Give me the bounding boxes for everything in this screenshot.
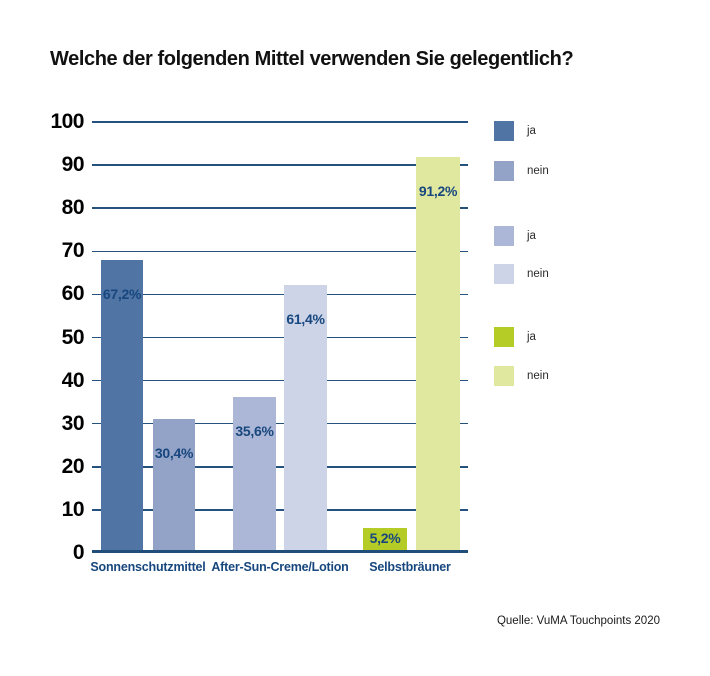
xtick-label-2: Selbstbräuner: [369, 560, 451, 574]
legend-swatch-icon: [494, 121, 514, 141]
gridline-30: [92, 422, 468, 425]
legend-swatch-icon: [494, 264, 514, 284]
gridline-60: [92, 293, 468, 296]
legend-swatch-icon: [494, 327, 514, 347]
bar-value-label: 30,4%: [154, 444, 194, 461]
gridline-10: [92, 509, 468, 511]
gridline-90: [92, 164, 468, 166]
bar-value-label: 67,2%: [102, 286, 142, 303]
ytick-label-80: 80: [61, 196, 85, 220]
xtick-label-1: After-Sun-Creme/Lotion: [211, 560, 349, 574]
legend-item-5: nein: [494, 366, 549, 386]
ytick-label-60: 60: [61, 282, 85, 306]
legend-item-0: ja: [494, 121, 536, 141]
legend-label: ja: [527, 331, 536, 343]
bar-nein-2: 91,2%: [416, 156, 460, 550]
ytick-label-10: 10: [61, 497, 85, 521]
legend-item-2: ja: [494, 226, 536, 246]
legend-item-4: ja: [494, 327, 536, 347]
ytick-label-0: 0: [72, 541, 85, 564]
legend-label: ja: [527, 125, 536, 137]
gridline-20: [92, 466, 468, 468]
legend-label: nein: [527, 370, 549, 382]
legend-label: ja: [527, 230, 536, 242]
gridline-70: [92, 250, 468, 253]
legend-label: nein: [527, 165, 549, 177]
chart-title: Welche der folgenden Mittel verwenden Si…: [50, 48, 574, 70]
legend-label: nein: [527, 268, 549, 280]
legend: ja nein ja nein ja nein: [494, 121, 674, 391]
gridline-80: [92, 207, 468, 209]
bar-ja-2: 5,2%: [363, 527, 407, 550]
ytick-label-20: 20: [61, 454, 85, 478]
bar-nein-1: 61,4%: [284, 285, 327, 550]
ytick-label-70: 70: [61, 239, 85, 263]
ytick-label-100: 100: [50, 110, 84, 133]
bar-value-label: 61,4%: [286, 311, 325, 328]
ytick-label-40: 40: [61, 368, 85, 392]
source-note: Quelle: VuMA Touchpoints 2020: [496, 615, 660, 627]
legend-item-3: nein: [494, 264, 549, 284]
bar-value-label: 5,2%: [369, 530, 401, 547]
bar-nein-0: 30,4%: [153, 418, 195, 550]
xtick-label-0: Sonnenschutzmittel: [90, 560, 206, 574]
legend-swatch-icon: [494, 366, 514, 386]
plot-area: 67,2% 30,4% 35,6% 61,4% 5,2% 91,2%: [92, 121, 468, 553]
gridline-100: [92, 121, 468, 123]
bar-ja-0: 67,2%: [101, 260, 143, 550]
legend-item-1: nein: [494, 161, 549, 181]
legend-swatch-icon: [494, 226, 514, 246]
legend-swatch-icon: [494, 161, 514, 181]
bar-value-label: 91,2%: [418, 182, 458, 199]
ytick-label-90: 90: [61, 153, 85, 177]
gridline-50: [92, 336, 468, 339]
ytick-label-50: 50: [61, 325, 85, 349]
bar-ja-1: 35,6%: [233, 396, 276, 550]
ytick-label-30: 30: [61, 411, 85, 435]
gridline-40: [92, 379, 468, 382]
bar-value-label: 35,6%: [235, 422, 274, 439]
